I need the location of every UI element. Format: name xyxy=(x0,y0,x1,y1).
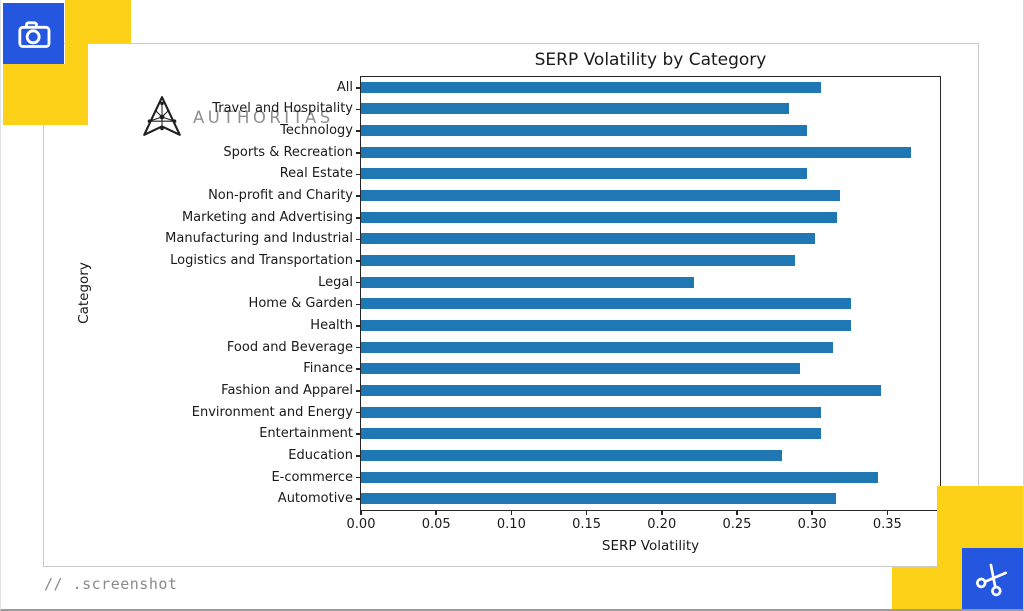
y-tick xyxy=(356,216,361,219)
screenshot-watermark: // .screenshot xyxy=(44,575,178,593)
y-tick xyxy=(356,433,361,436)
ytick-label-health: Health xyxy=(310,317,353,333)
xtick-label-0.15: 0.15 xyxy=(572,517,602,532)
ytick-label-manufacturing-and-industrial: Manufacturing and Industrial xyxy=(165,231,353,247)
xtick-label-0.05: 0.05 xyxy=(421,517,451,532)
yellow-accent-square-top xyxy=(65,0,131,43)
bar-entertainment xyxy=(360,428,821,440)
x-tick xyxy=(585,510,588,515)
xtick-label-0.10: 0.10 xyxy=(496,517,526,532)
y-tick xyxy=(356,476,361,479)
bar-technology xyxy=(360,125,808,137)
bar-fashion-and-apparel xyxy=(360,384,881,396)
x-tick xyxy=(510,510,513,515)
ytick-label-finance: Finance xyxy=(303,361,353,377)
bar-home-garden xyxy=(360,298,851,310)
bar-non-profit-and-charity xyxy=(360,190,841,202)
ytick-label-home-garden: Home & Garden xyxy=(248,296,353,312)
ytick-label-food-and-beverage: Food and Beverage xyxy=(226,339,353,355)
bar-manufacturing-and-industrial xyxy=(360,233,815,245)
ytick-label-marketing-and-advertising: Marketing and Advertising xyxy=(181,209,353,225)
chart-title: SERP Volatility by Category xyxy=(534,50,767,70)
authoritas-logo-icon xyxy=(143,96,181,136)
bar-finance xyxy=(360,363,800,375)
y-tick xyxy=(356,368,361,371)
authoritas-wordmark: AUTHORITAS xyxy=(193,107,334,127)
y-tick xyxy=(356,498,361,500)
xtick-label-0.35: 0.35 xyxy=(872,517,902,532)
x-tick xyxy=(660,510,663,515)
y-tick xyxy=(356,260,361,262)
ytick-label-environment-and-energy: Environment and Energy xyxy=(191,404,353,420)
y-tick xyxy=(356,346,361,349)
authoritas-logo: AUTHORITAS xyxy=(139,94,334,140)
xtick-label-0.30: 0.30 xyxy=(797,517,827,532)
ytick-label-education: Education xyxy=(288,447,353,463)
ytick-label-real-estate: Real Estate xyxy=(279,166,353,182)
y-tick xyxy=(356,173,361,176)
y-tick xyxy=(356,195,361,197)
ytick-label-technology: Technology xyxy=(280,123,353,139)
bar-environment-and-energy xyxy=(360,406,821,418)
bar-food-and-beverage xyxy=(360,341,833,353)
y-tick xyxy=(356,411,361,414)
ytick-label-automotive: Automotive xyxy=(277,491,353,507)
x-tick xyxy=(435,510,437,515)
y-tick xyxy=(356,87,361,89)
bar-sports-recreation xyxy=(360,146,911,158)
ytick-label-logistics-and-transportation: Logistics and Transportation xyxy=(170,253,353,269)
x-tick xyxy=(360,510,362,515)
x-tick xyxy=(811,510,813,515)
scissors-button[interactable] xyxy=(962,548,1023,609)
y-tick-labels: All Travel and Hospitality Technology Sport… xyxy=(0,77,353,510)
ytick-label-legal: Legal xyxy=(318,274,353,290)
ytick-label-sports-recreation: Sports & Recreation xyxy=(223,144,353,160)
y-tick xyxy=(356,281,361,284)
bar-education xyxy=(360,449,782,461)
y-tick-marks xyxy=(356,77,361,510)
ytick-label-e-commerce: E-commerce xyxy=(271,469,353,485)
y-tick xyxy=(356,303,361,306)
xtick-label-0.00: 0.00 xyxy=(346,517,376,532)
bar-marketing-and-advertising xyxy=(360,211,838,223)
x-tick xyxy=(736,510,738,515)
xtick-label-0.25: 0.25 xyxy=(722,517,752,532)
bar-travel-and-hospitality xyxy=(360,103,790,115)
ytick-label-all: All xyxy=(336,79,353,95)
x-tick xyxy=(886,510,889,515)
y-tick xyxy=(356,238,361,241)
camera-button[interactable] xyxy=(3,3,64,64)
y-tick xyxy=(356,130,361,132)
ytick-label-travel-and-hospitality: Travel and Hospitality xyxy=(212,101,353,117)
bar-health xyxy=(360,319,851,331)
bar-logistics-and-transportation xyxy=(360,255,796,267)
y-tick xyxy=(356,151,361,154)
ytick-label-entertainment: Entertainment xyxy=(259,426,353,442)
bar-all xyxy=(360,81,821,93)
bar-automotive xyxy=(360,493,836,505)
ytick-label-non-profit-and-charity: Non-profit and Charity xyxy=(208,188,353,204)
bar-e-commerce xyxy=(360,471,878,483)
ytick-label-fashion-and-apparel: Fashion and Apparel xyxy=(221,382,353,398)
plot-area xyxy=(359,75,941,511)
xtick-label-0.20: 0.20 xyxy=(647,517,677,532)
yellow-accent-square-left xyxy=(3,64,88,125)
y-tick xyxy=(356,108,361,111)
y-tick xyxy=(356,390,361,392)
x-axis-title: SERP Volatility xyxy=(601,538,700,554)
scissors-icon xyxy=(975,563,1007,596)
bar-real-estate xyxy=(360,168,808,180)
y-tick xyxy=(356,325,361,327)
bar-legal xyxy=(360,276,695,288)
y-tick xyxy=(356,455,361,457)
camera-icon xyxy=(17,20,50,48)
